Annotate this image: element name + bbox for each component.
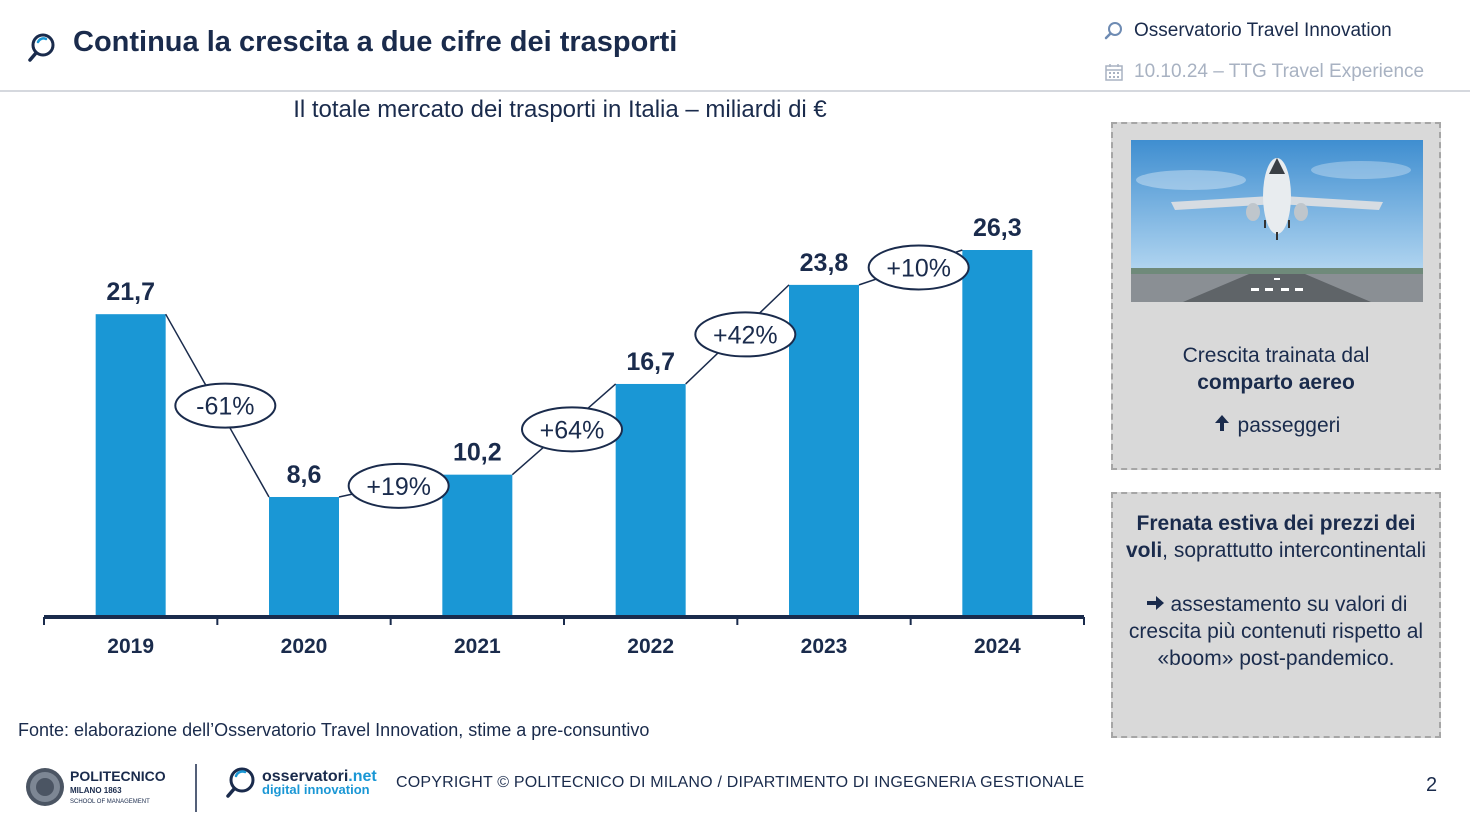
observatory-name: Osservatorio Travel Innovation: [1134, 20, 1392, 41]
bar-2019: [95, 314, 166, 617]
prices-bold: Frenata estiva dei prezzi dei voli: [1125, 512, 1416, 562]
osservatori-name: osservatori: [262, 768, 348, 785]
osservatori-sub: digital innovation: [262, 782, 370, 797]
value-label-2021: 10,2: [453, 439, 502, 467]
event-label: 10.10.24 – TTG Travel Experience: [1134, 61, 1425, 82]
right-arrow-icon: [1146, 596, 1164, 610]
category-label-2022: 2022: [627, 635, 674, 658]
page-title: Continua la crescita a due cifre dei tra…: [73, 26, 678, 58]
bar-2023: [789, 284, 859, 617]
value-label-2020: 8,6: [287, 461, 322, 489]
airplane-runway-photo: [1131, 140, 1423, 302]
growth-oval: [867, 244, 970, 291]
footer-logos: POLITECNICO MILANO 1863 SCHOOL OF MANAGE…: [26, 764, 377, 812]
air-text: Crescita trainata dal comparto aereo pas…: [1113, 342, 1439, 439]
passengers-label: passeggeri: [1237, 414, 1341, 437]
source-note: Fonte: elaborazione dell’Osservatorio Tr…: [18, 720, 650, 740]
air-line-1: Crescita trainata dal: [1182, 344, 1370, 367]
value-label-2024: 26,3: [973, 214, 1022, 242]
osservatori-tld: .net: [348, 768, 377, 785]
category-label-2020: 2020: [281, 635, 328, 658]
event-row: 10.10.24 – TTG Travel Experience: [1104, 59, 1424, 85]
up-arrow-icon: [1214, 415, 1229, 431]
settlement-paragraph: assestamento su valori di crescita più c…: [1125, 591, 1427, 672]
page-number: 2: [1426, 774, 1438, 796]
polimi-name: POLITECNICO: [70, 768, 166, 784]
osservatori-magnifier-icon: [226, 767, 255, 798]
prices-paragraph: Frenata estiva dei prezzi dei voli, sopr…: [1125, 510, 1427, 564]
bar-2020: [269, 496, 339, 617]
magnifier-small-icon: [1104, 22, 1122, 40]
polimi-seal-icon: [26, 768, 64, 806]
prices-rest: , soprattutto intercontinentali: [1162, 539, 1426, 562]
category-label-2019: 2019: [107, 635, 154, 658]
growth-oval: [174, 382, 277, 429]
bar-2022: [615, 383, 686, 617]
copyright: COPYRIGHT © POLITECNICO DI MILANO / DIPA…: [396, 774, 1085, 791]
prices-text: Frenata estiva dei prezzi dei voli, sopr…: [1125, 510, 1427, 672]
category-label-2021: 2021: [454, 635, 501, 658]
observatory-row: Osservatorio Travel Innovation: [1104, 18, 1424, 44]
calendar-icon: [1105, 64, 1123, 81]
value-label-2019: 21,7: [106, 278, 155, 306]
growth-label: +19%: [366, 473, 431, 501]
growth-oval: [521, 406, 623, 453]
settlement-text: assestamento su valori di crescita più c…: [1128, 593, 1424, 670]
bar-2024: [962, 250, 1033, 617]
value-label-2022: 16,7: [626, 348, 675, 376]
growth-label: -61%: [196, 393, 254, 421]
category-label-2023: 2023: [801, 635, 848, 658]
header-meta: Osservatorio Travel Innovation 10.10.24 …: [1104, 18, 1424, 100]
highlight-box-prices: Frenata estiva dei prezzi dei voli, sopr…: [1111, 492, 1441, 738]
growth-label: +10%: [886, 254, 951, 282]
growth-label: +42%: [713, 321, 778, 349]
polimi-sub2: SCHOOL OF MANAGEMENT: [70, 799, 150, 805]
growth-label: +64%: [540, 416, 605, 444]
passengers-line: passeggeri: [1113, 412, 1439, 439]
chart-title: Il totale mercato dei trasporti in Itali…: [293, 96, 827, 123]
polimi-sub1: MILANO 1863: [70, 786, 122, 795]
header-divider: [0, 90, 1470, 92]
air-line-2: comparto aereo: [1197, 371, 1355, 394]
bar-chart: 21,7 2019 8,6 2020 10,2 2021 16,7 2022 23,8 2023 2…: [43, 214, 1085, 658]
highlight-box-air: Crescita trainata dal comparto aereo pas…: [1111, 122, 1441, 470]
growth-oval: [347, 462, 450, 509]
magnifier-logo-icon: [28, 33, 55, 62]
bar-2021: [442, 474, 513, 617]
category-label-2024: 2024: [974, 635, 1021, 658]
value-label-2023: 23,8: [800, 249, 849, 277]
growth-oval: [694, 311, 797, 358]
svg-text:osservatori.net: osservatori.net: [262, 768, 377, 785]
